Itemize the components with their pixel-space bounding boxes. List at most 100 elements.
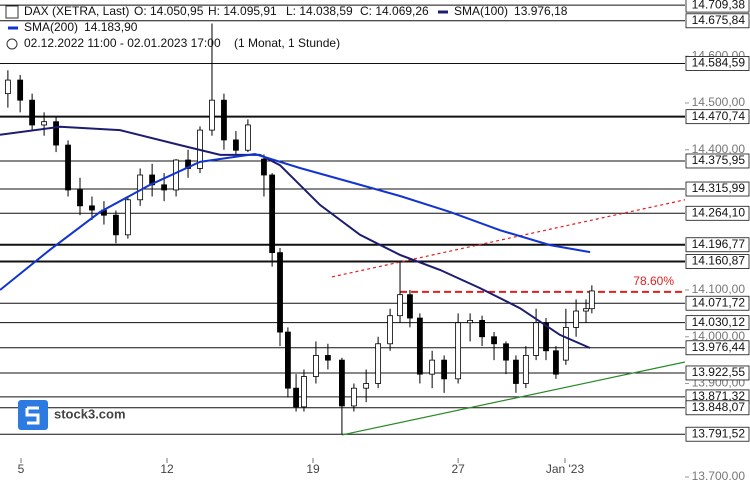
- candle-body: [455, 322, 462, 380]
- legend-name: SMA(200): [24, 20, 78, 34]
- level-label-box: [685, 365, 750, 381]
- candle-body: [29, 99, 36, 126]
- level-label: 14.196,77: [692, 237, 746, 251]
- legend-name: SMA(100): [454, 4, 508, 18]
- candle-body: [562, 327, 569, 361]
- level-label-box: [685, 400, 750, 416]
- candle-body: [387, 315, 393, 345]
- candle-body: [583, 308, 589, 312]
- logo-text: stock3.com: [54, 406, 126, 421]
- level-label: 13.791,52: [692, 426, 746, 440]
- candle-body: [407, 294, 413, 319]
- trendline: [331, 199, 686, 278]
- candle-body: [375, 343, 382, 384]
- level-label-box: [685, 340, 750, 356]
- candle-body: [503, 343, 509, 361]
- level-label-box: [685, 237, 750, 253]
- candle-body: [209, 99, 215, 131]
- candle-body: [533, 322, 539, 356]
- indicator-line: [0, 125, 591, 349]
- level-label-box: [685, 315, 750, 331]
- x-tick-label: 27: [451, 462, 465, 476]
- open: O: 14.050,95: [134, 4, 204, 18]
- symbol: DAX (XETRA, Last): [24, 4, 129, 18]
- header: DAX (XETRA, Last) O: 14.050,95 H: 14.095…: [5, 4, 568, 50]
- candle-body: [363, 383, 370, 389]
- candle-body: [350, 387, 357, 407]
- candle-body: [269, 174, 276, 253]
- level-label: 13.848,07: [692, 400, 746, 414]
- candle-body: [441, 359, 448, 380]
- candle-body: [53, 121, 59, 146]
- candle-body: [429, 359, 436, 375]
- legend-value: 13.976,18: [514, 4, 568, 18]
- trendline: [341, 361, 686, 436]
- level-label: 13.871,32: [692, 389, 746, 403]
- logo-glyph: [25, 406, 40, 425]
- candle-body: [17, 79, 24, 101]
- y-tick-label: 14.100,00: [692, 282, 746, 296]
- close: C: 14.069,26: [360, 4, 429, 18]
- candle-body: [325, 355, 331, 361]
- y-tick-label: 13.700,00: [692, 469, 746, 480]
- level-label: 14.160,87: [692, 254, 746, 268]
- level-label-box: [685, 0, 750, 13]
- candle-body: [161, 184, 167, 191]
- candle-body: [543, 322, 549, 352]
- level-label: 14.315,99: [692, 181, 746, 195]
- level-label: 14.584,59: [692, 56, 746, 70]
- level-label-box: [685, 13, 750, 29]
- level-label: 13.976,44: [692, 340, 746, 354]
- level-label: 14.375,95: [692, 153, 746, 167]
- indicator-line: [0, 152, 591, 291]
- candle-body: [313, 355, 319, 377]
- clock-icon: [6, 38, 18, 50]
- candle-body: [124, 199, 131, 236]
- candle-body: [522, 355, 529, 384]
- level-label: 14.264,10: [692, 205, 746, 219]
- y-tick-label: 14.400,00: [692, 142, 746, 156]
- candle-body: [491, 336, 497, 345]
- candle-body: [221, 99, 227, 141]
- candle-body: [77, 189, 83, 207]
- candle-body: [233, 139, 239, 151]
- candle-body: [4, 79, 11, 95]
- candle-body: [65, 144, 71, 191]
- candle-body: [277, 252, 283, 333]
- candle-body: [397, 294, 403, 317]
- label-layer: 14.600,0014.500,0014.400,0014.100,0014.0…: [18, 0, 750, 480]
- plot-layer: [0, 23, 685, 435]
- x-tick-label: 12: [160, 462, 174, 476]
- level-label-box: [685, 153, 750, 169]
- candle-body: [293, 387, 299, 408]
- y-tick-label: 14.500,00: [692, 95, 746, 109]
- level-label: 14.470,74: [692, 109, 746, 123]
- x-tick-label: 5: [18, 462, 25, 476]
- x-tick-label: Jan '23: [546, 462, 585, 476]
- level-label-box: [685, 254, 750, 269]
- fib-label: 78.60%: [633, 274, 674, 288]
- high: H: 14.095,91: [208, 4, 277, 18]
- level-label: 14.071,72: [692, 295, 746, 309]
- candle-body: [553, 350, 559, 375]
- low: L: 14.038,59: [286, 4, 353, 18]
- candle-body: [467, 319, 473, 324]
- logo: stock3.com: [18, 400, 126, 430]
- grid-layer: [0, 4, 689, 478]
- candle-body: [588, 290, 595, 310]
- candle-body: [339, 359, 345, 407]
- candle-body: [261, 158, 267, 176]
- symbol-icon: [5, 5, 19, 19]
- candle-body: [41, 121, 47, 126]
- legend-value: 14.183,90: [84, 20, 138, 34]
- level-label-box: [685, 295, 750, 311]
- level-label-box: [685, 109, 750, 125]
- candle-body: [113, 214, 119, 236]
- level-label: 14.030,12: [692, 315, 746, 329]
- x-tick-label: 19: [306, 462, 320, 476]
- level-label-box: [685, 181, 750, 197]
- level-label-box: [685, 56, 750, 71]
- candle-body: [244, 124, 251, 151]
